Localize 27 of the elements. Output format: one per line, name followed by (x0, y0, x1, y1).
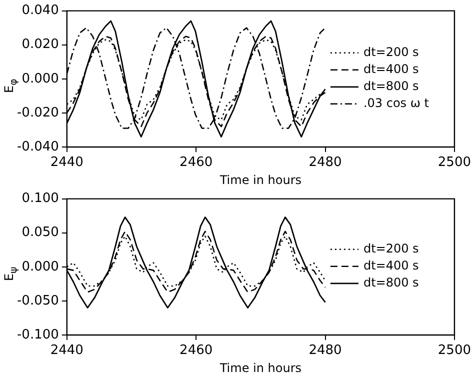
y-tick-label: -0.050 (16, 293, 59, 308)
legend-label: .03 cos ω t (363, 96, 430, 110)
legend-label: dt=400 s (363, 258, 419, 273)
x-tick-label: 2500 (438, 155, 472, 170)
x-tick-label: 2440 (50, 343, 84, 358)
y-tick-label: 0.000 (22, 259, 59, 274)
y-tick-label: 0.020 (22, 37, 59, 52)
y-tick-label: -0.040 (16, 139, 59, 154)
x-tick-label: 2480 (308, 343, 342, 358)
y-tick-label: 0.050 (22, 225, 59, 240)
x-axis-title: Time in hours (218, 360, 302, 375)
y-tick-label: 0.040 (22, 3, 59, 18)
legend-label: dt=400 s (363, 62, 419, 76)
y-tick-label: 0.000 (22, 71, 59, 86)
legend-label: dt=200 s (363, 242, 419, 256)
y-tick-label: -0.020 (16, 105, 59, 120)
y-tick-label: -0.100 (16, 327, 59, 342)
x-tick-label: 2460 (180, 155, 213, 170)
x-axis-title: Time in hours (218, 172, 302, 187)
x-tick-label: 2500 (438, 343, 472, 358)
x-tick-label: 2480 (308, 155, 342, 170)
y-tick-label: 0.100 (22, 191, 59, 206)
legend-label: dt=800 s (363, 276, 419, 290)
legend-label: dt=800 s (363, 79, 419, 94)
x-tick-label: 2460 (180, 343, 213, 358)
legend-label: dt=200 s (363, 45, 419, 60)
x-tick-label: 2440 (50, 155, 84, 170)
